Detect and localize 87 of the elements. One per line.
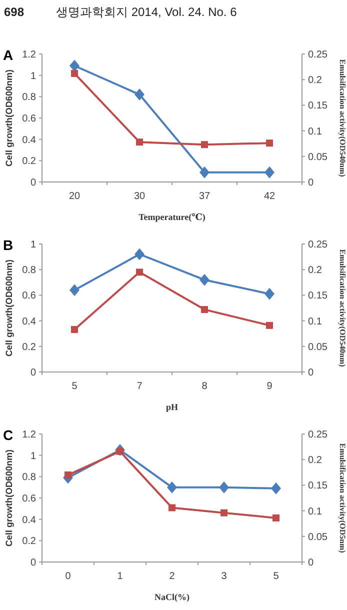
chart-title: B (3, 237, 14, 253)
point (168, 504, 176, 512)
text: 생명과학회지 2014, Vol. 24. No. 6 (56, 5, 238, 19)
x-tick-label: 8 (202, 381, 208, 392)
x-tick-label: 9 (266, 381, 273, 392)
y-tick-label: 0.8 (22, 92, 36, 104)
x-axis-title: Temperature(℃) (138, 212, 206, 222)
x-tick-label: 1 (117, 571, 124, 582)
y2-tick-label: 0.1 (308, 506, 322, 518)
y2-tick-label: 0.15 (308, 290, 328, 302)
y-axis-title: Cell growth(OD600nm) (4, 449, 14, 547)
point (64, 471, 72, 478)
point (220, 509, 228, 516)
x-tick-label: 20 (68, 191, 80, 202)
y2-tick-label: 0.25 (308, 240, 328, 250)
y2-tick-label: 0 (308, 558, 314, 568)
y2-tick-label: 0.2 (308, 265, 322, 276)
point (70, 284, 80, 296)
x-tick-label: 0 (65, 571, 72, 582)
y2-axis-title: Emulsification activity(OD540nm) (338, 59, 347, 178)
y-tick-label: 1 (30, 240, 36, 250)
y-tick-label: 0.8 (22, 472, 36, 484)
y-tick-label: 0.8 (22, 265, 36, 276)
y2-tick-label: 0.25 (308, 50, 328, 60)
point (272, 514, 280, 522)
chart-title: C (3, 427, 14, 443)
point (200, 166, 210, 178)
point (201, 306, 208, 314)
y2-tick-label: 0.1 (308, 126, 322, 138)
x-tick-label: 7 (136, 381, 143, 392)
point (266, 140, 273, 147)
y2-tick-label: 0 (308, 178, 314, 188)
y-tick-label: 1 (30, 70, 36, 82)
y-tick-label: 0.6 (22, 494, 36, 504)
point (219, 481, 229, 494)
y-axis-title: Cell growth(OD600nm) (4, 259, 14, 357)
point (266, 322, 273, 329)
y-tick-label: 1.2 (22, 430, 36, 440)
point (201, 141, 208, 148)
x-tick-label: 42 (264, 191, 276, 202)
x-tick-label: 2 (169, 571, 176, 582)
y2-tick-label: 0.15 (308, 480, 328, 492)
y2-axis-title: Emulsification activity(OD540nm) (338, 249, 347, 368)
y-tick-label: 0.6 (22, 290, 36, 302)
y-tick-label: 0 (30, 558, 36, 568)
y2-tick-label: 0 (308, 368, 314, 378)
y-tick-label: 0.6 (22, 114, 36, 124)
chart-title: A (3, 47, 14, 63)
point (71, 70, 78, 77)
y-tick-label: 0.4 (22, 514, 36, 526)
y2-tick-label: 0.05 (308, 152, 328, 163)
text: 698 (4, 5, 24, 19)
y-axis-title: Cell growth(OD600nm) (4, 69, 14, 167)
y-tick-label: 1.2 (22, 50, 36, 60)
y-tick-label: 0.2 (22, 342, 36, 353)
y-tick-label: 0.2 (22, 536, 36, 548)
point (200, 274, 210, 286)
y-tick-label: 0 (30, 178, 36, 188)
y2-tick-label: 0.1 (308, 316, 322, 328)
point (271, 482, 281, 494)
y2-tick-label: 0.05 (308, 342, 328, 353)
x-tick-label: 30 (134, 191, 146, 202)
point (134, 248, 144, 260)
y-tick-label: 1 (30, 450, 36, 462)
y-tick-label: 0 (30, 368, 36, 378)
point (264, 288, 274, 300)
x-tick-label: 3 (221, 571, 228, 582)
x-axis-title: pH (166, 402, 178, 412)
x-tick-label: 37 (198, 191, 210, 202)
y-tick-label: 0.4 (22, 134, 36, 146)
y2-tick-label: 0.05 (308, 532, 328, 543)
point (136, 268, 143, 276)
y2-tick-label: 0.15 (308, 100, 328, 112)
point (71, 326, 78, 334)
y2-axis-title: Emulsification activity(OD5nm) (338, 443, 347, 554)
x-tick-label: 5 (72, 381, 78, 392)
point (134, 88, 144, 101)
y2-tick-label: 0.25 (308, 430, 328, 440)
point (167, 481, 177, 494)
point (264, 166, 274, 178)
y-tick-label: 0.4 (22, 316, 36, 328)
x-tick-label: 5 (273, 571, 280, 582)
x-axis-title: NaCl(%) (154, 592, 190, 602)
y-tick-label: 0.2 (22, 156, 36, 168)
y2-tick-label: 0.2 (308, 75, 322, 86)
y2-tick-label: 0.2 (308, 455, 322, 466)
point (136, 138, 143, 146)
